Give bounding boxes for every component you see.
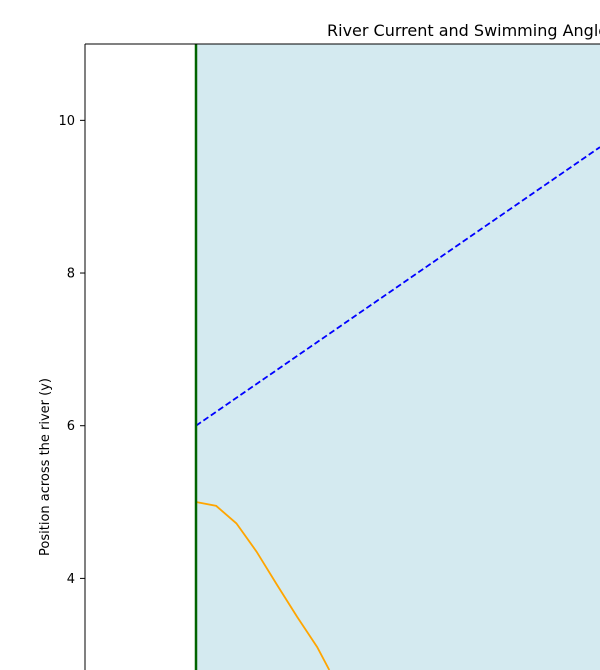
y-tick-label: 10: [58, 114, 75, 129]
series-layer: [194, 44, 600, 670]
river-area: [196, 44, 600, 670]
chart-title: River Current and Swimming Angle: [327, 21, 600, 40]
y-tick-label: 8: [67, 267, 75, 282]
series-line-0: [195, 146, 600, 427]
y-axis-label: Position across the river (y): [38, 378, 53, 556]
series-line-1: [195, 501, 331, 670]
y-tick-label: 4: [67, 572, 75, 587]
y-ticks: 4 6 8 10: [58, 114, 85, 587]
y-tick-label: 6: [67, 419, 75, 434]
